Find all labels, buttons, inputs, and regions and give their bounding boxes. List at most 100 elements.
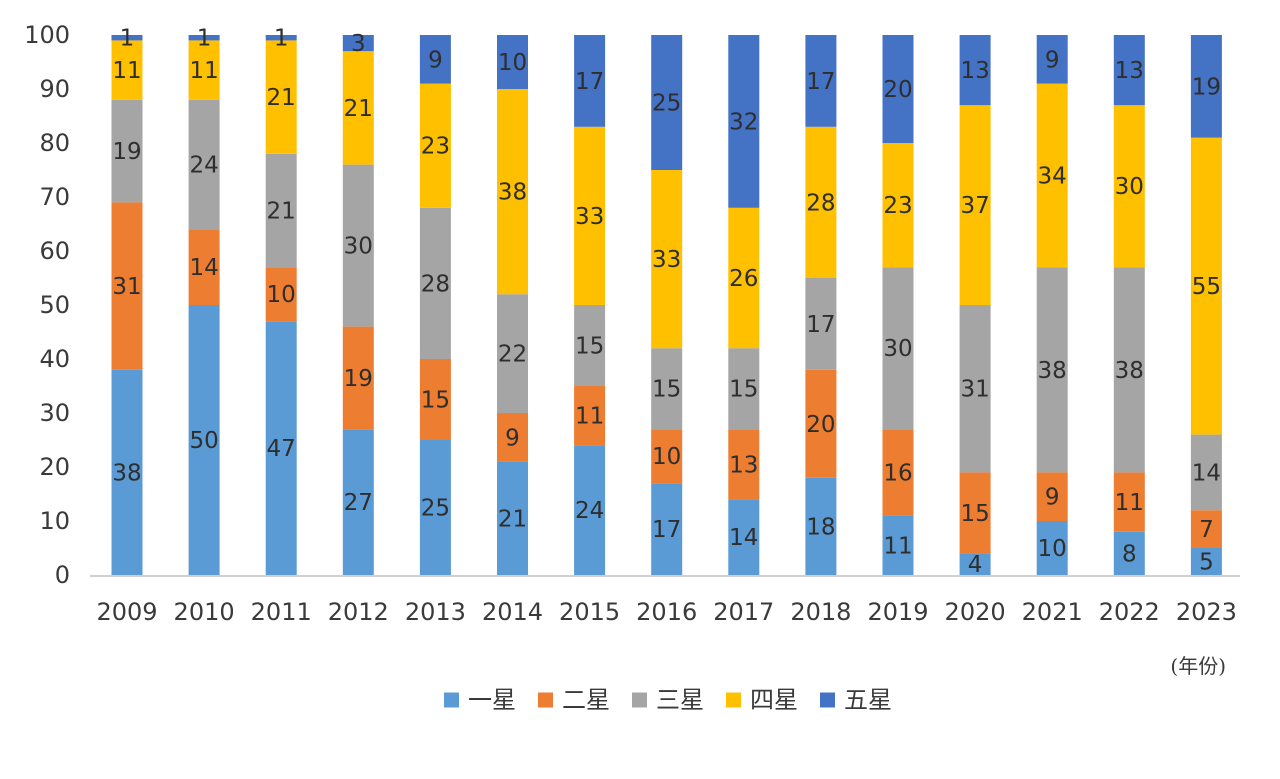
bar-value-label: 15 [729, 377, 758, 403]
bar-segment [651, 483, 683, 575]
legend: 一星 二星 三星 四星 五星 [444, 686, 892, 714]
x-tick-label: 2014 [482, 598, 543, 626]
bar-value-label: 1 [120, 26, 135, 52]
bar-segment [959, 472, 991, 554]
bar-value-label: 38 [112, 460, 141, 486]
bar-value-label: 31 [960, 377, 989, 403]
bar-segment [265, 35, 297, 41]
x-tick-label: 2009 [96, 598, 157, 626]
bar-segment [111, 202, 143, 370]
bar-value-label: 26 [729, 266, 758, 292]
bar-segment [1113, 35, 1145, 106]
bar-value-label: 11 [883, 533, 912, 559]
bar-segment [728, 429, 760, 500]
bar-segment [188, 305, 220, 575]
x-tick-label: 2022 [1099, 598, 1160, 626]
legend-item: 五星 [820, 686, 892, 714]
bar-value-label: 5 [1199, 550, 1214, 576]
bar-value-label: 38 [498, 180, 527, 206]
bar-segment [882, 429, 914, 516]
bar-segment [1113, 472, 1145, 532]
bar-segment [111, 40, 143, 100]
bar-value-label: 24 [575, 498, 604, 524]
bar-value-label: 15 [960, 501, 989, 527]
bar-segment [497, 89, 528, 295]
x-tick-label: 2010 [174, 598, 235, 626]
bar-segment [959, 553, 991, 575]
bar-value-label: 33 [652, 247, 681, 273]
legend-swatch [538, 692, 553, 708]
bar-segment [188, 99, 220, 230]
x-tick-label: 2016 [636, 598, 697, 626]
y-tick-label: 50 [39, 291, 70, 319]
legend-swatch [632, 692, 647, 708]
bar-segment [342, 35, 374, 52]
y-tick-label: 70 [39, 183, 70, 211]
bar-segment [1190, 35, 1222, 138]
bar-value-label: 13 [960, 58, 989, 84]
bar-segment [805, 477, 837, 575]
bar-value-label: 47 [267, 436, 296, 462]
bar-value-label: 34 [1038, 163, 1067, 189]
bar-segment [1036, 83, 1068, 268]
bar-value-label: 30 [883, 336, 912, 362]
y-tick-label: 40 [39, 345, 70, 373]
bar-segment [882, 35, 914, 143]
legend-item: 三星 [632, 686, 704, 714]
bar-segment [574, 386, 606, 446]
y-tick-label: 60 [39, 237, 70, 265]
bar-segment [574, 305, 606, 386]
bars-group [111, 35, 1222, 575]
legend-swatch [444, 692, 459, 708]
bar-value-label: 13 [729, 452, 758, 478]
bar-value-label: 10 [652, 444, 681, 470]
bar-value-label: 15 [421, 388, 450, 414]
bar-value-label: 17 [652, 517, 681, 543]
bar-segment [882, 143, 914, 268]
bar-segment [188, 229, 220, 305]
bar-value-label: 17 [575, 69, 604, 95]
bar-segment [497, 461, 528, 575]
x-tick-label: 2020 [945, 598, 1006, 626]
bar-value-label: 9 [1045, 47, 1060, 73]
bar-value-label: 30 [344, 234, 373, 260]
x-tick-label: 2015 [559, 598, 620, 626]
x-tick-label: 2012 [328, 598, 389, 626]
legend-label: 三星 [656, 686, 704, 714]
data-labels-group: 3831191115014241114710212112719302132515… [112, 26, 1221, 579]
bar-segment [342, 326, 374, 430]
bar-segment [574, 126, 606, 305]
bar-segment [651, 348, 683, 430]
y-tick-label: 80 [39, 129, 70, 157]
bar-segment [1113, 267, 1145, 473]
x-tick-label: 2017 [713, 598, 774, 626]
bar-value-label: 17 [806, 312, 835, 338]
bar-segment [1190, 510, 1222, 548]
y-tick-label: 30 [39, 399, 70, 427]
bar-value-label: 8 [1122, 541, 1137, 567]
bar-segment [1036, 35, 1068, 84]
bar-value-label: 23 [883, 193, 912, 219]
x-tick-label: 2023 [1176, 598, 1237, 626]
bar-value-label: 13 [1115, 58, 1144, 84]
bar-segment [1190, 434, 1222, 511]
bar-segment [1190, 548, 1222, 575]
bar-value-label: 28 [806, 190, 835, 216]
bar-value-label: 14 [729, 525, 758, 551]
bar-segment [651, 170, 683, 349]
legend-label: 一星 [468, 686, 516, 714]
bar-segment [1190, 137, 1222, 435]
bar-value-label: 1 [197, 26, 212, 52]
x-axis-unit-label: (年份) [1170, 654, 1226, 678]
bar-segment [111, 369, 143, 575]
bar-value-label: 14 [1192, 460, 1221, 486]
bar-value-label: 3 [351, 31, 366, 57]
bar-value-label: 14 [189, 255, 218, 281]
y-tick-label: 20 [39, 453, 70, 481]
x-tick-label: 2011 [251, 598, 312, 626]
y-axis-tick-labels: 0 10 20 30 40 50 60 70 80 90 100 [24, 21, 70, 589]
bar-segment [111, 99, 143, 203]
bar-segment [959, 35, 991, 106]
bar-value-label: 21 [498, 506, 527, 532]
bar-value-label: 25 [421, 496, 450, 522]
